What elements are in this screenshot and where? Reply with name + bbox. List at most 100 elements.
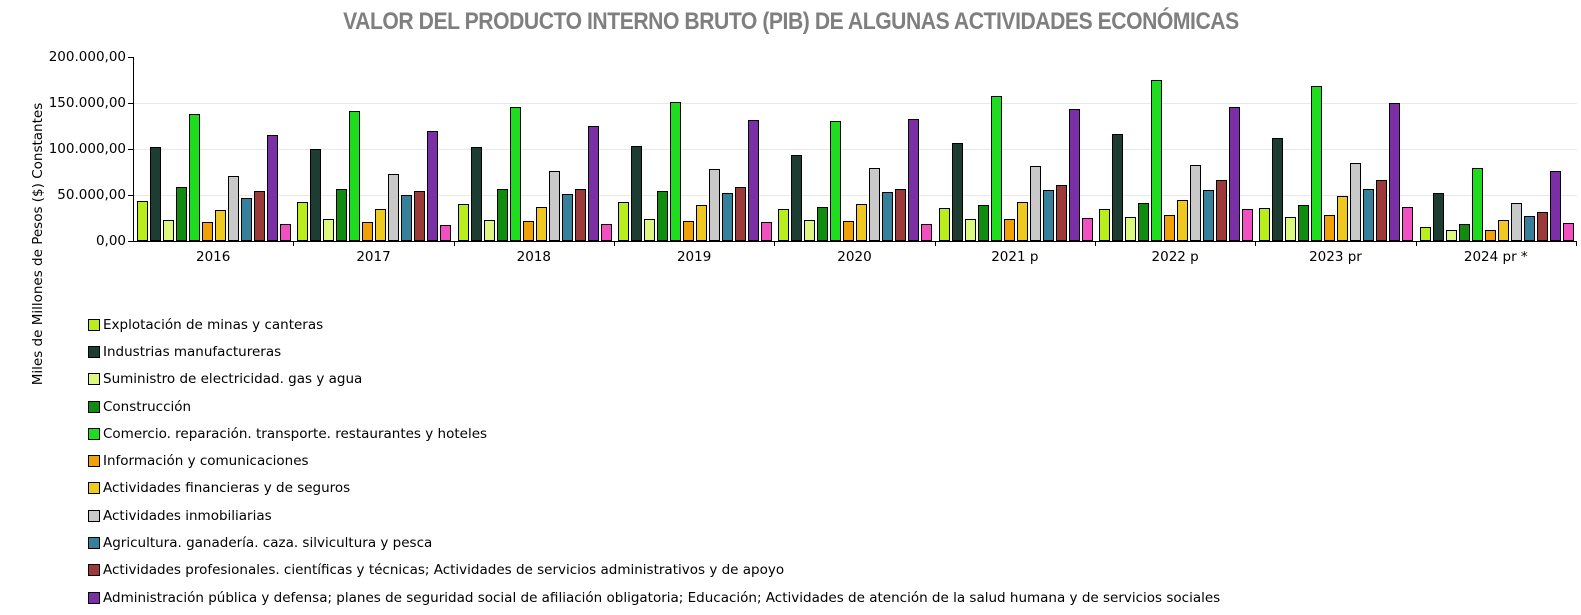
legend-item: Agricultura. ganadería. caza. silvicultu… (88, 529, 1220, 556)
legend-swatch (88, 591, 100, 604)
bar (470, 147, 482, 241)
bar (1068, 108, 1080, 241)
bar (1536, 212, 1548, 241)
bar (843, 220, 855, 241)
legend-item: Explotación de minas y canteras (88, 311, 1220, 338)
x-tick-label: 2020 (837, 249, 872, 265)
bar (990, 96, 1002, 241)
legend-item: Actividades profesionales. científicas y… (88, 557, 1220, 584)
legend-swatch (88, 482, 100, 495)
legend-item: Industrias manufactureras (88, 338, 1220, 365)
chart-title: VALOR DEL PRODUCTO INTERNO BRUTO (PIB) D… (342, 8, 1239, 35)
bar (1389, 102, 1401, 241)
y-tick-label: 0,00 (95, 233, 126, 249)
bar (561, 194, 573, 241)
bar (1125, 216, 1137, 241)
bar (587, 125, 599, 241)
legend-swatch (88, 537, 100, 550)
bar (670, 102, 682, 241)
legend: Explotación de minas y canteras Industria… (88, 311, 1220, 611)
bar (427, 131, 439, 241)
bar (709, 169, 721, 241)
bar (163, 220, 175, 241)
legend-swatch (88, 455, 100, 468)
bar (1138, 202, 1150, 241)
bar (310, 149, 322, 241)
y-tick-mark (128, 195, 133, 196)
bar (496, 189, 508, 241)
bar (869, 167, 881, 241)
x-tick-mark (613, 241, 615, 246)
bar (1229, 107, 1241, 241)
bar-group (1096, 57, 1256, 241)
bar (791, 154, 803, 241)
bar (362, 222, 374, 241)
y-tick-mark (128, 57, 133, 58)
gridline (134, 103, 1577, 104)
bar (297, 202, 309, 241)
legend-swatch (88, 564, 100, 577)
chart-title-row: VALOR DEL PRODUCTO INTERNO BRUTO (PIB) D… (0, 8, 1581, 36)
legend-label: Información y comunicaciones (103, 453, 309, 470)
x-tick-label: 2022 p (1151, 249, 1199, 265)
legend-label: Suministro de electricidad. gas y agua (103, 371, 363, 388)
bar (908, 119, 920, 241)
bar-group (294, 57, 454, 241)
bar (1549, 171, 1561, 241)
bar (1190, 164, 1202, 241)
x-tick-label: 2017 (356, 249, 391, 265)
legend-item: Construcción (88, 393, 1220, 420)
bar (1402, 207, 1414, 241)
legend-swatch (88, 345, 100, 358)
bar (882, 192, 894, 241)
bar (964, 218, 976, 241)
bar (375, 208, 387, 241)
x-tick-label: 2018 (516, 249, 551, 265)
bar (631, 145, 643, 241)
bar (189, 113, 201, 241)
bar-groups (134, 57, 1577, 241)
bar (280, 224, 292, 241)
bar (696, 205, 708, 241)
y-tick-mark (128, 103, 133, 104)
bar (830, 120, 842, 241)
bar (778, 208, 790, 241)
gridline (134, 195, 1577, 196)
bar (1324, 214, 1336, 241)
legend-swatch (88, 509, 100, 522)
bar (1203, 190, 1215, 241)
legend-label: Administración pública y defensa; planes… (103, 589, 1221, 606)
bar (1458, 223, 1470, 241)
bar (1311, 85, 1323, 241)
bar (951, 143, 963, 241)
bar (522, 221, 534, 241)
bar (1259, 207, 1271, 241)
legend-item: Actividades financieras y de seguros (88, 475, 1220, 502)
bar (176, 186, 188, 241)
legend-item: Administración pública y defensa; planes… (88, 584, 1220, 611)
bar (401, 194, 413, 241)
plot-area (128, 57, 1577, 246)
legend-swatch (88, 318, 100, 331)
bar (1081, 218, 1093, 241)
y-tick-mark (128, 241, 133, 242)
bar (483, 219, 495, 241)
bar (921, 223, 933, 241)
bar (1242, 208, 1254, 241)
y-tick-label: 50.000,00 (57, 187, 126, 203)
bar (761, 222, 773, 241)
x-axis-tick-labels: 2016 2017 2018 2019 2020 2021 p 2022 p 2023 pr 2… (133, 249, 1576, 265)
bar (657, 191, 669, 241)
bar (804, 219, 816, 241)
y-tick-label: 200.000,00 (48, 49, 126, 65)
bar (748, 119, 760, 241)
bar (683, 221, 695, 241)
legend-label: Construcción (103, 398, 192, 415)
bar (618, 202, 630, 241)
bar-group (775, 57, 935, 241)
bar (1523, 215, 1535, 241)
legend-label: Actividades inmobiliarias (103, 507, 272, 524)
x-tick-mark (774, 241, 776, 246)
bar (150, 146, 162, 241)
legend-swatch (88, 427, 100, 440)
